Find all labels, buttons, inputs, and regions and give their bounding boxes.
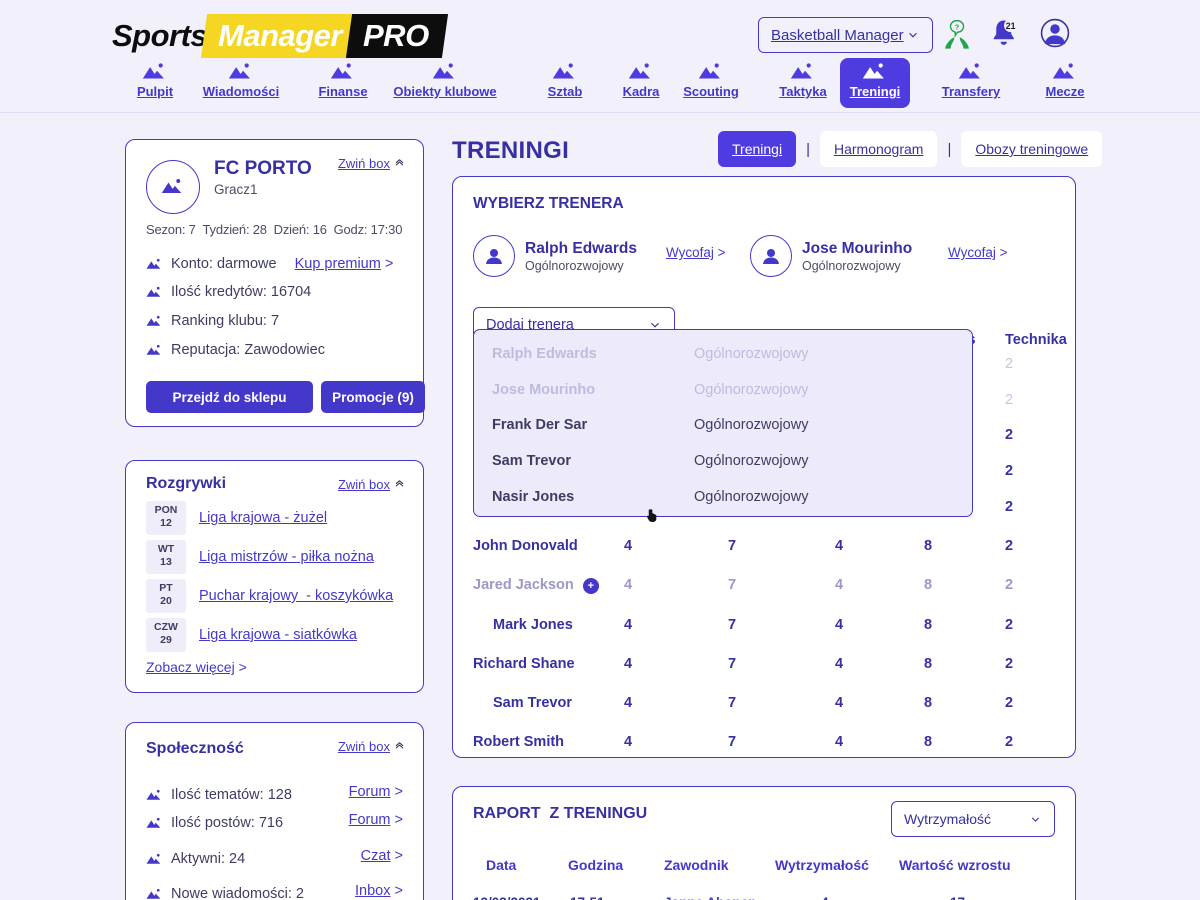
svg-text:21: 21: [1006, 21, 1016, 31]
svg-text:?: ?: [955, 22, 960, 31]
